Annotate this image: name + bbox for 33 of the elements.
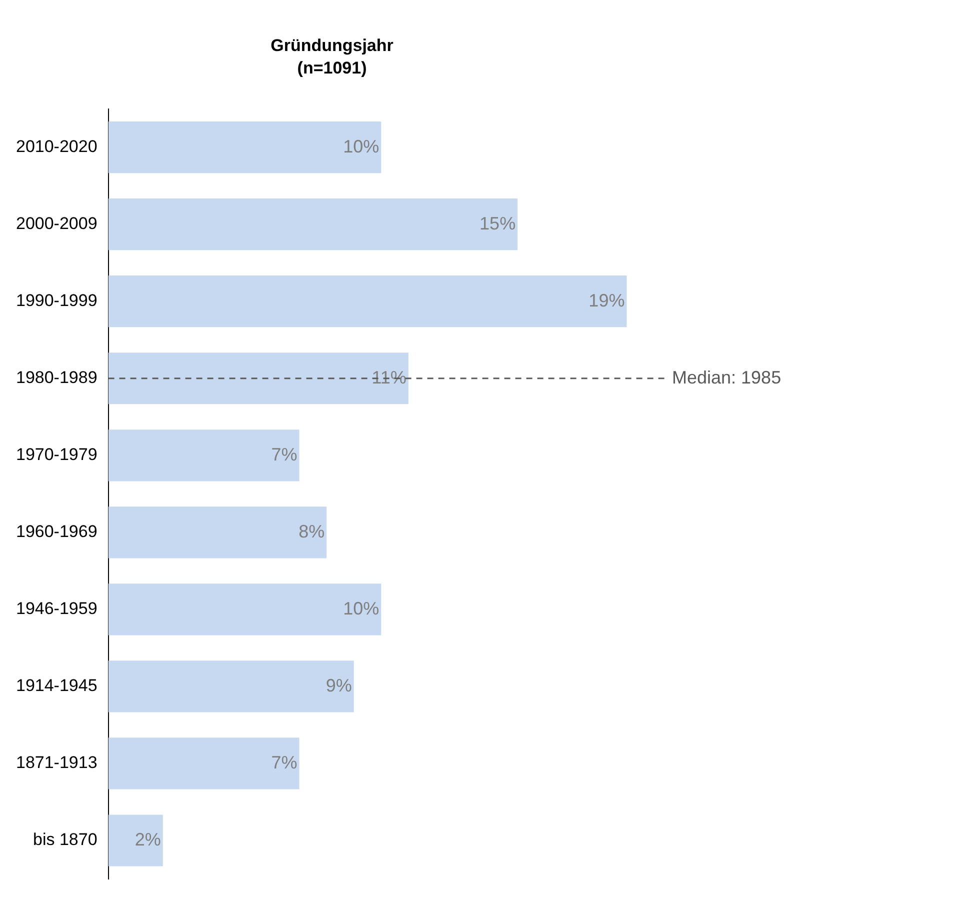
bar: [108, 430, 300, 482]
bar: [108, 506, 327, 558]
data-label: 19%: [588, 290, 625, 310]
data-label: 10%: [343, 136, 380, 156]
ref-line-label: Median: 1985: [672, 367, 782, 388]
bar: [108, 584, 382, 636]
bar: [108, 122, 382, 174]
data-label: 7%: [271, 444, 298, 464]
data-label: 9%: [326, 675, 352, 696]
data-label: 11%: [372, 367, 406, 388]
y-tick-label: 2000-2009: [16, 214, 98, 234]
bar: [108, 276, 627, 328]
y-tick-label: 1980-1989: [16, 368, 98, 388]
bar: [108, 814, 163, 866]
y-tick-label: 2010-2020: [16, 136, 98, 156]
data-label: 8%: [298, 521, 325, 542]
y-tick-label: 1871-1913: [16, 753, 98, 772]
bar: [108, 660, 354, 712]
bar: [108, 352, 408, 404]
data-label: 10%: [343, 598, 380, 618]
bar: [108, 198, 518, 250]
y-tick-label: bis 1870: [33, 830, 98, 850]
y-tick-label: 1946-1959: [16, 599, 98, 618]
chart-title: Gründungsjahr: [270, 36, 394, 55]
y-tick-label: 1990-1999: [16, 291, 98, 310]
chart-subtitle: (n=1091): [297, 58, 367, 78]
data-label: 15%: [480, 213, 516, 234]
data-label: 2%: [134, 829, 161, 850]
data-label: 7%: [271, 752, 298, 772]
bar: [108, 738, 300, 790]
y-tick-label: 1960-1969: [16, 522, 98, 542]
y-tick-label: 1970-1979: [16, 445, 98, 464]
y-tick-label: 1914-1945: [16, 676, 98, 696]
